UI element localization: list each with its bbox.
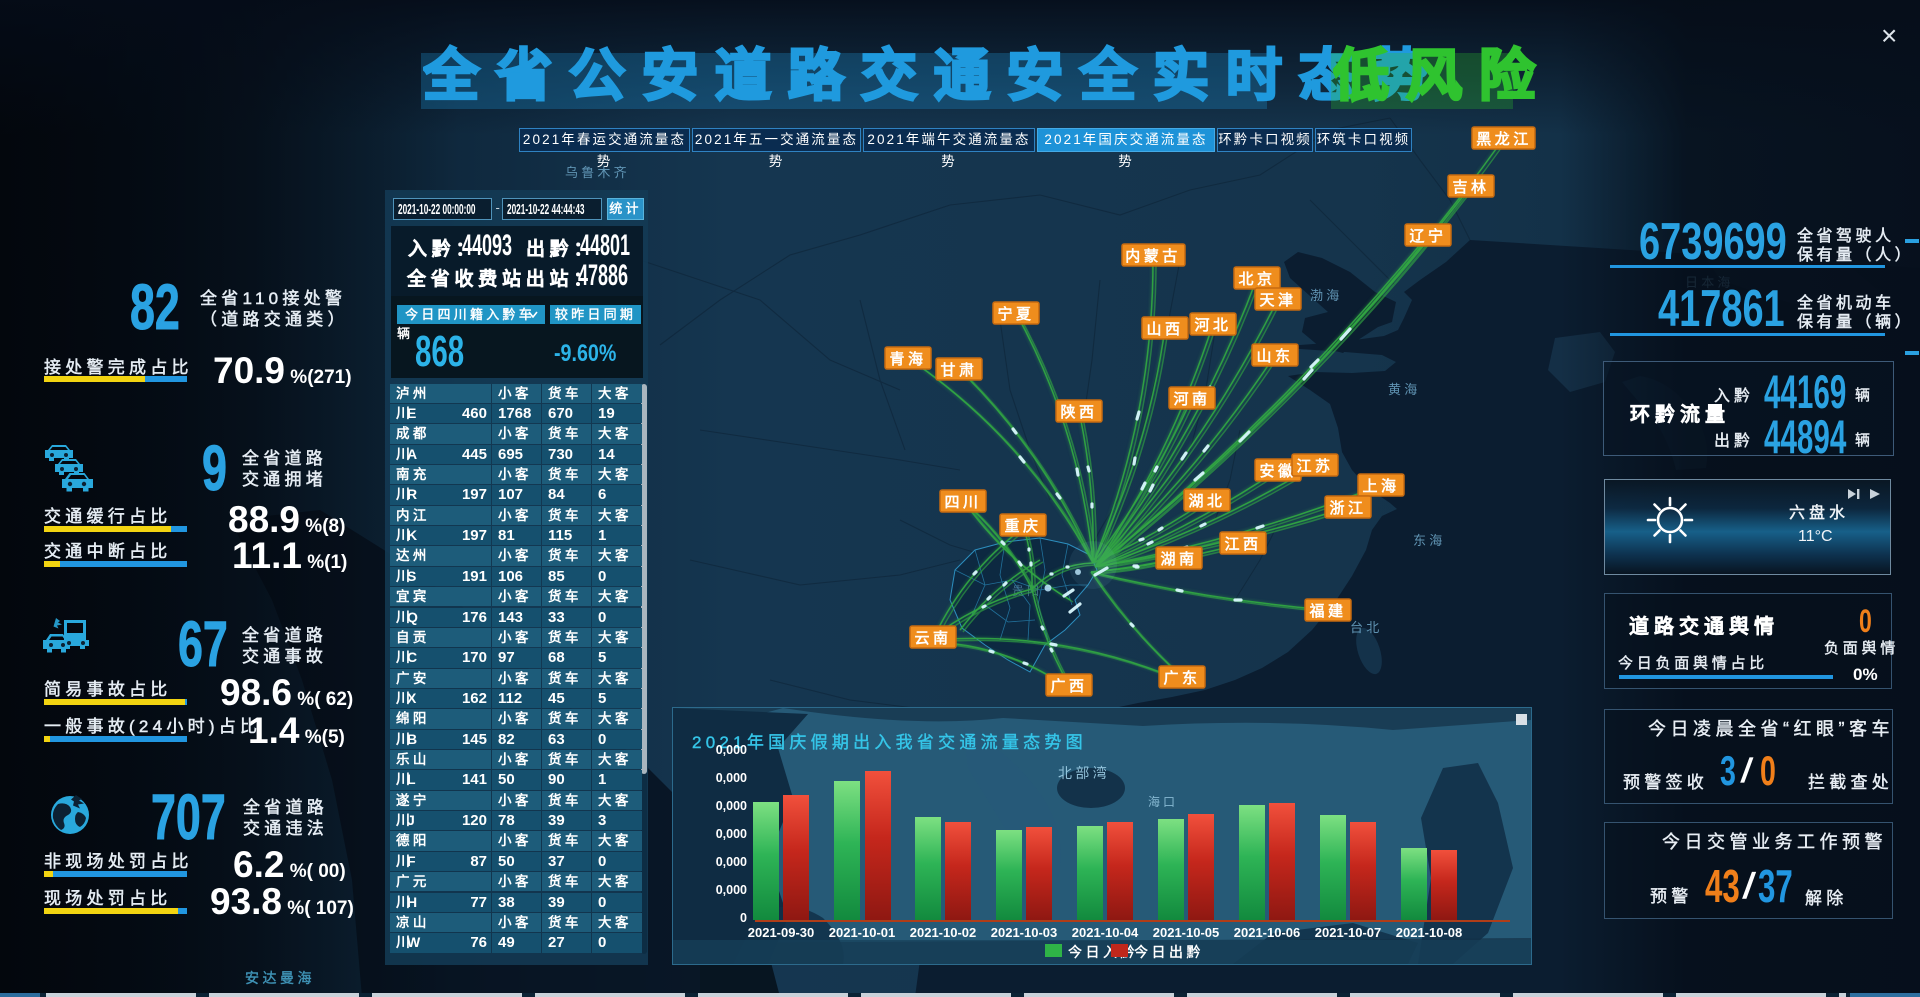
svg-text:河南: 河南 xyxy=(1173,390,1210,408)
svg-text:宁夏: 宁夏 xyxy=(997,305,1034,323)
svg-text:黄海: 黄海 xyxy=(1388,382,1420,397)
svg-text:黑龙江: 黑龙江 xyxy=(1476,130,1532,148)
svg-text:湖北: 湖北 xyxy=(1188,493,1225,510)
svg-text:山东: 山东 xyxy=(1256,347,1293,365)
svg-text:渤海: 渤海 xyxy=(1310,288,1342,303)
svg-text:东海: 东海 xyxy=(1413,533,1445,548)
svg-text:甘肃: 甘肃 xyxy=(940,361,977,379)
svg-text:吉林: 吉林 xyxy=(1452,178,1489,196)
svg-text:内蒙古: 内蒙古 xyxy=(1125,247,1181,265)
svg-text:青海: 青海 xyxy=(889,350,926,368)
svg-text:云南: 云南 xyxy=(914,629,951,647)
svg-text:浙江: 浙江 xyxy=(1329,499,1366,517)
svg-text:台北: 台北 xyxy=(1350,620,1382,635)
svg-text:湖南: 湖南 xyxy=(1160,550,1197,568)
svg-text:山西: 山西 xyxy=(1146,321,1183,338)
svg-text:北京: 北京 xyxy=(1238,270,1275,288)
svg-text:天津: 天津 xyxy=(1259,291,1296,309)
svg-text:乌鲁木齐: 乌鲁木齐 xyxy=(565,165,630,180)
svg-text:辽宁: 辽宁 xyxy=(1409,227,1446,245)
svg-text:四川: 四川 xyxy=(944,494,981,511)
svg-text:北部湾: 北部湾 xyxy=(1058,765,1110,781)
svg-text:上海: 上海 xyxy=(1362,477,1399,495)
svg-text:河北: 河北 xyxy=(1194,316,1231,334)
svg-text:重庆: 重庆 xyxy=(1004,517,1041,535)
svg-text:福建: 福建 xyxy=(1308,602,1346,620)
svg-text:江苏: 江苏 xyxy=(1296,457,1333,475)
svg-text:广西: 广西 xyxy=(1050,677,1087,695)
svg-text:江西: 江西 xyxy=(1224,535,1261,553)
svg-text:陕西: 陕西 xyxy=(1060,403,1097,421)
svg-text:海口: 海口 xyxy=(1148,794,1178,809)
svg-text:广东: 广东 xyxy=(1163,669,1200,687)
svg-text:安徽: 安徽 xyxy=(1259,462,1296,480)
